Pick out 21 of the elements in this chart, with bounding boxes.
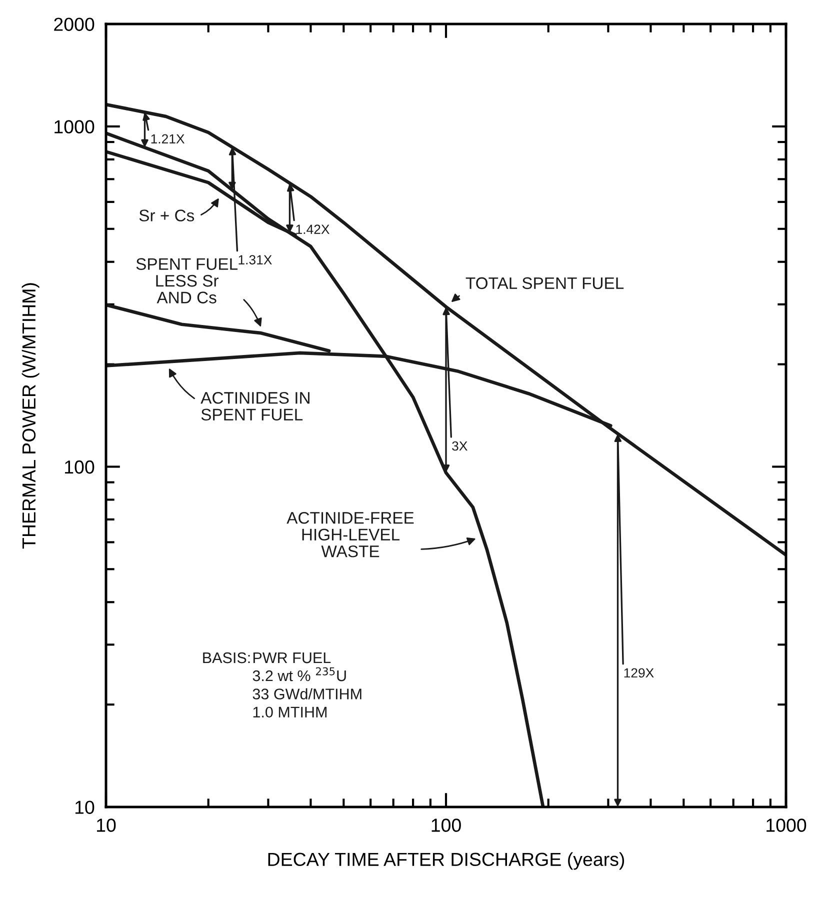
legend-label: ACTINIDE-FREE HIGH-LEVEL WASTE <box>286 512 414 558</box>
series-label: TOTAL SPENT FUEL <box>466 277 624 290</box>
y-tick-label: 100 <box>65 460 94 474</box>
y-axis-title: THERMAL POWER (W/MTIHM) <box>22 283 40 549</box>
x-tick-label: 100 <box>432 818 461 832</box>
annotation: BASIS: <box>203 652 250 664</box>
annotation: 1.21X <box>151 134 184 144</box>
series-label: ACTINIDES IN SPENT FUEL <box>200 392 310 421</box>
annotation: 3X <box>452 441 468 451</box>
x-axis-title: DECAY TIME AFTER DISCHARGE (years) <box>268 852 624 870</box>
x-tick-label: 10 <box>97 818 116 832</box>
annotation: 1.31X <box>238 255 272 264</box>
legend-label: Sr + Cs <box>139 210 194 222</box>
y-tick-label: 2000 <box>54 18 94 31</box>
x-tick-label: 1000 <box>766 818 806 832</box>
y-tick-label: 10 <box>75 800 94 814</box>
series-label: SPENT FUEL LESS Sr AND Cs <box>136 258 238 304</box>
annotation: 1.42X <box>296 224 330 234</box>
annotation: PWR FUEL 3.2 wt % $^{235}$U 33 GWd/MTIHM 1.0 MTIHM <box>252 652 362 718</box>
annotation: 129X <box>624 668 654 678</box>
y-tick-label: 1000 <box>54 120 94 134</box>
